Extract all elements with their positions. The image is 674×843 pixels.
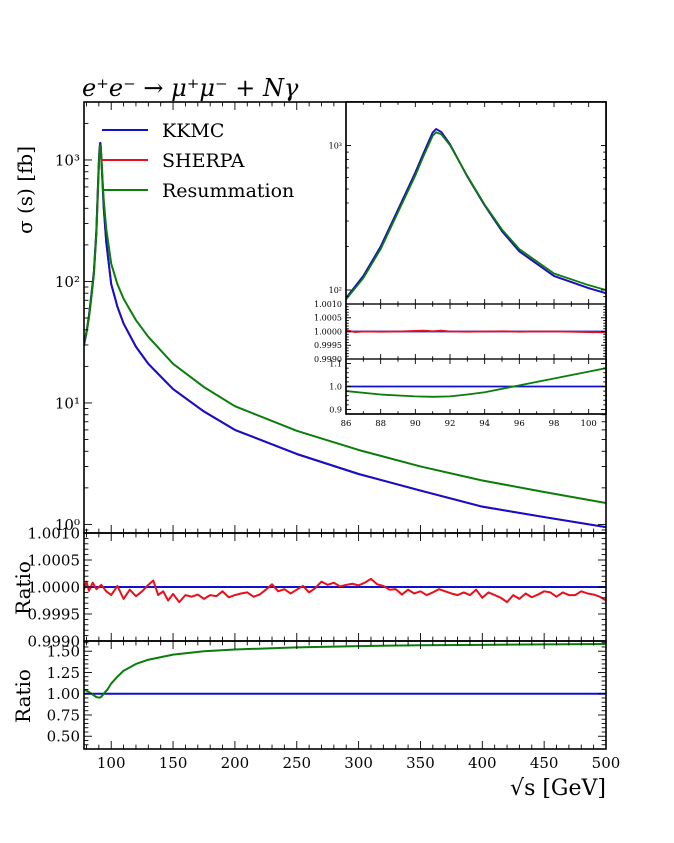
x-tick-label: 350 [406,754,435,772]
ratio2-ytick-label: 0.50 [47,728,80,746]
legend-resummation-label: Resummation [162,180,294,202]
main-ytick-label: 10³ [55,151,80,169]
inset_ratio2-resummation-line [346,367,606,398]
x-tick-label: 500 [592,754,621,772]
ratio2-panel: 0.50 0.75 1.00 1.25 1.50 [47,640,607,750]
ratio1-ylabel: Ratio [11,561,35,615]
inset_main-resummation-line [346,131,606,301]
ratio2-ytick-label: 0.75 [47,706,80,724]
inset-frame [345,101,607,415]
inset_ratio1-ytick-label: 1.0010 [314,300,342,309]
x-tick-label: 300 [344,754,373,772]
x-tick-label: 200 [221,754,250,772]
chart-title: e⁺e⁻ → μ⁺μ⁻ + Nγ [82,74,299,102]
main-ytick-label: 10² [55,273,80,291]
inset_main-series [346,128,606,301]
main-ytick-label: 10⁰ [55,516,80,534]
inset-x-tick-label: 92 [445,419,456,429]
inset-background [346,102,606,414]
ratio2-ytick-label: 1.50 [47,643,80,661]
ratio2-ytick-label: 1.25 [47,664,80,682]
legend-sherpa-label: SHERPA [162,150,245,172]
legend-kkmc-label: KKMC [162,120,224,142]
inset-x-tick-label: 98 [549,419,560,429]
x-axis-label: √s [GeV] [510,776,606,801]
inset-x-tick-label: 96 [514,419,525,429]
inset_ratio1-ytick-label: 0.9990 [314,355,342,364]
x-tick-label: 150 [159,754,188,772]
main-ylabel: σ (s) [fb] [13,146,37,234]
ratio2-series [84,642,606,699]
inset_ratio1-ytick-label: 1.0000 [314,327,342,336]
ratio2-ticks [84,641,607,750]
inset_ratio1-ytick-label: 1.0005 [314,314,342,323]
ratio1-ytick-label: 0.9995 [28,605,81,623]
x-tick-label: 400 [468,754,497,772]
inset-x-tick-label: 100 [581,419,597,429]
inset_main-kkmc-line [346,128,606,299]
ratio1-ytick-label: 0.9990 [28,632,81,650]
ratio2-frame [83,640,607,750]
inset-x-tick-label: 86 [341,419,352,429]
ratio1-ytick-label: 1.0005 [28,551,81,569]
inset_ratio1-ytick-label: 0.9995 [314,341,342,350]
main-series [84,141,606,529]
inset-x-tick-label: 94 [479,419,490,429]
inset-x-tick-label: 88 [375,419,386,429]
inset_main-ytick-label: 10² [329,286,342,295]
ratio1-series [84,577,606,604]
ratio1-sherpa-line [84,577,606,604]
inset-zoom: 10² 10³ 0.9990 0.9995 1.0000 1.0005 1.0010 0.9 1… [314,101,607,429]
x-tick-label: 100 [97,754,126,772]
legend: KKMC SHERPA Resummation [102,120,294,202]
ratio2-resummation-line [84,642,606,699]
x-tick-label: 250 [282,754,311,772]
x-tick-label: 450 [530,754,559,772]
inset_ratio2-ytick-label: 1.1 [329,359,342,368]
inset_ratio1-sherpa-line [346,329,606,334]
ratio1-ytick-label: 1.0010 [28,524,81,542]
ratio2-ylabel: Ratio [11,669,35,723]
ratio2-ytick-label: 1.00 [47,685,80,703]
main-resummation-line [84,144,606,505]
inset_ratio2-ytick-label: 1.0 [329,382,342,391]
ratio1-panel: 0.9990 0.9995 1.0000 1.0005 1.0010 [28,524,607,650]
inset_ratio2-series [346,367,606,398]
inset_ratio1-series [346,329,606,334]
inset_ratio2-ytick-label: 0.9 [329,405,342,414]
inset_main-ytick-label: 10³ [329,141,342,150]
x-tick-labels: 100 150 200 250 300 350 400 450 500 [97,754,620,772]
main-ytick-label: 10¹ [55,394,80,412]
inset-x-tick-label: 90 [410,419,421,429]
ratio1-ytick-label: 1.0000 [28,578,81,596]
